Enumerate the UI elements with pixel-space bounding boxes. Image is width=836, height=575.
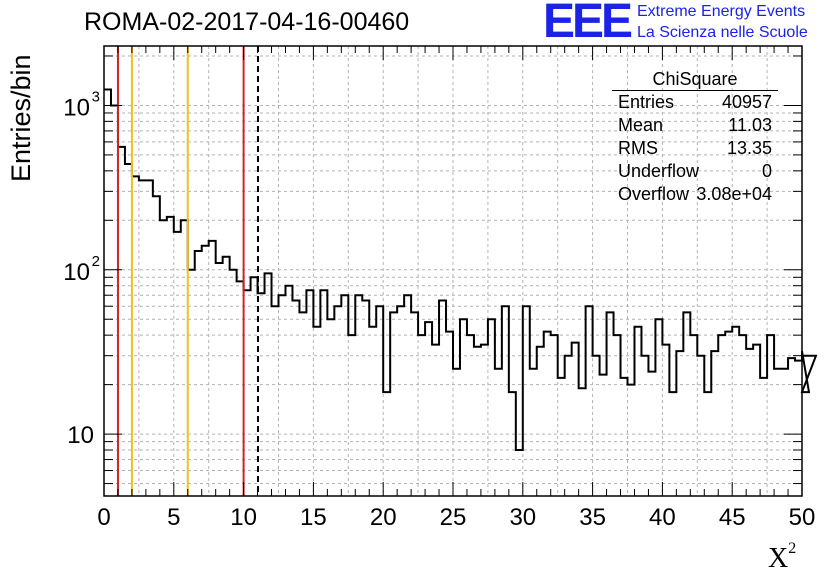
x-tick-label: 50 (789, 504, 816, 531)
stats-value: 3.08e+04 (696, 184, 772, 204)
stats-key: Mean (618, 115, 664, 135)
x-tick-label: 0 (97, 504, 110, 531)
eee-logo: EEE (543, 0, 633, 48)
stats-key: Overflow (618, 184, 690, 204)
logo-line-2: La Scienza nelle Scuole (637, 24, 808, 41)
stats-row-rms: RMS 13.35 (612, 137, 778, 160)
y-axis-label: Entries/bin (6, 54, 36, 182)
x-axis-label: X2 (768, 540, 796, 575)
x-tick-label: 20 (370, 504, 397, 531)
x-axis-label-exponent: 2 (788, 540, 797, 557)
stats-key: RMS (618, 138, 658, 158)
stats-value: 11.03 (728, 115, 772, 135)
stats-value: 0 (761, 161, 772, 181)
stats-value: 13.35 (726, 138, 772, 158)
y-tick-label-exponent: 3 (92, 88, 100, 105)
stats-value: 40957 (721, 92, 772, 112)
x-tick-label: 30 (509, 504, 536, 531)
y-tick-label: 10 (63, 94, 90, 121)
logo-line-1: Extreme Energy Events (637, 3, 806, 20)
x-tick-label: 10 (230, 504, 257, 531)
stats-row-underflow: Underflow 0 (612, 160, 778, 183)
stats-row-entries: Entries 40957 (612, 91, 778, 114)
stats-row-overflow: Overflow 3.08e+04 (612, 183, 778, 206)
x-tick-label: 45 (719, 504, 746, 531)
x-tick-label: 5 (167, 504, 180, 531)
stats-key: Entries (618, 92, 675, 112)
y-tick-label: 10 (67, 422, 94, 449)
x-tick-label: 35 (579, 504, 606, 531)
x-tick-label: 25 (440, 504, 467, 531)
stats-title: ChiSquare (612, 68, 778, 91)
x-tick-label: 15 (300, 504, 327, 531)
stats-row-mean: Mean 11.03 (612, 114, 778, 137)
x-tick-label: 40 (649, 504, 676, 531)
chart-title: ROMA-02-2017-04-16-00460 (84, 8, 410, 36)
stats-key: Underflow (618, 161, 700, 181)
stats-box: ChiSquare Entries 40957 Mean 11.03 RMS 13.3… (612, 68, 778, 206)
x-axis-label-base: X (768, 543, 789, 574)
y-tick-label: 10 (63, 259, 90, 286)
y-tick-label-exponent: 2 (92, 253, 100, 270)
histogram-series (104, 88, 818, 452)
